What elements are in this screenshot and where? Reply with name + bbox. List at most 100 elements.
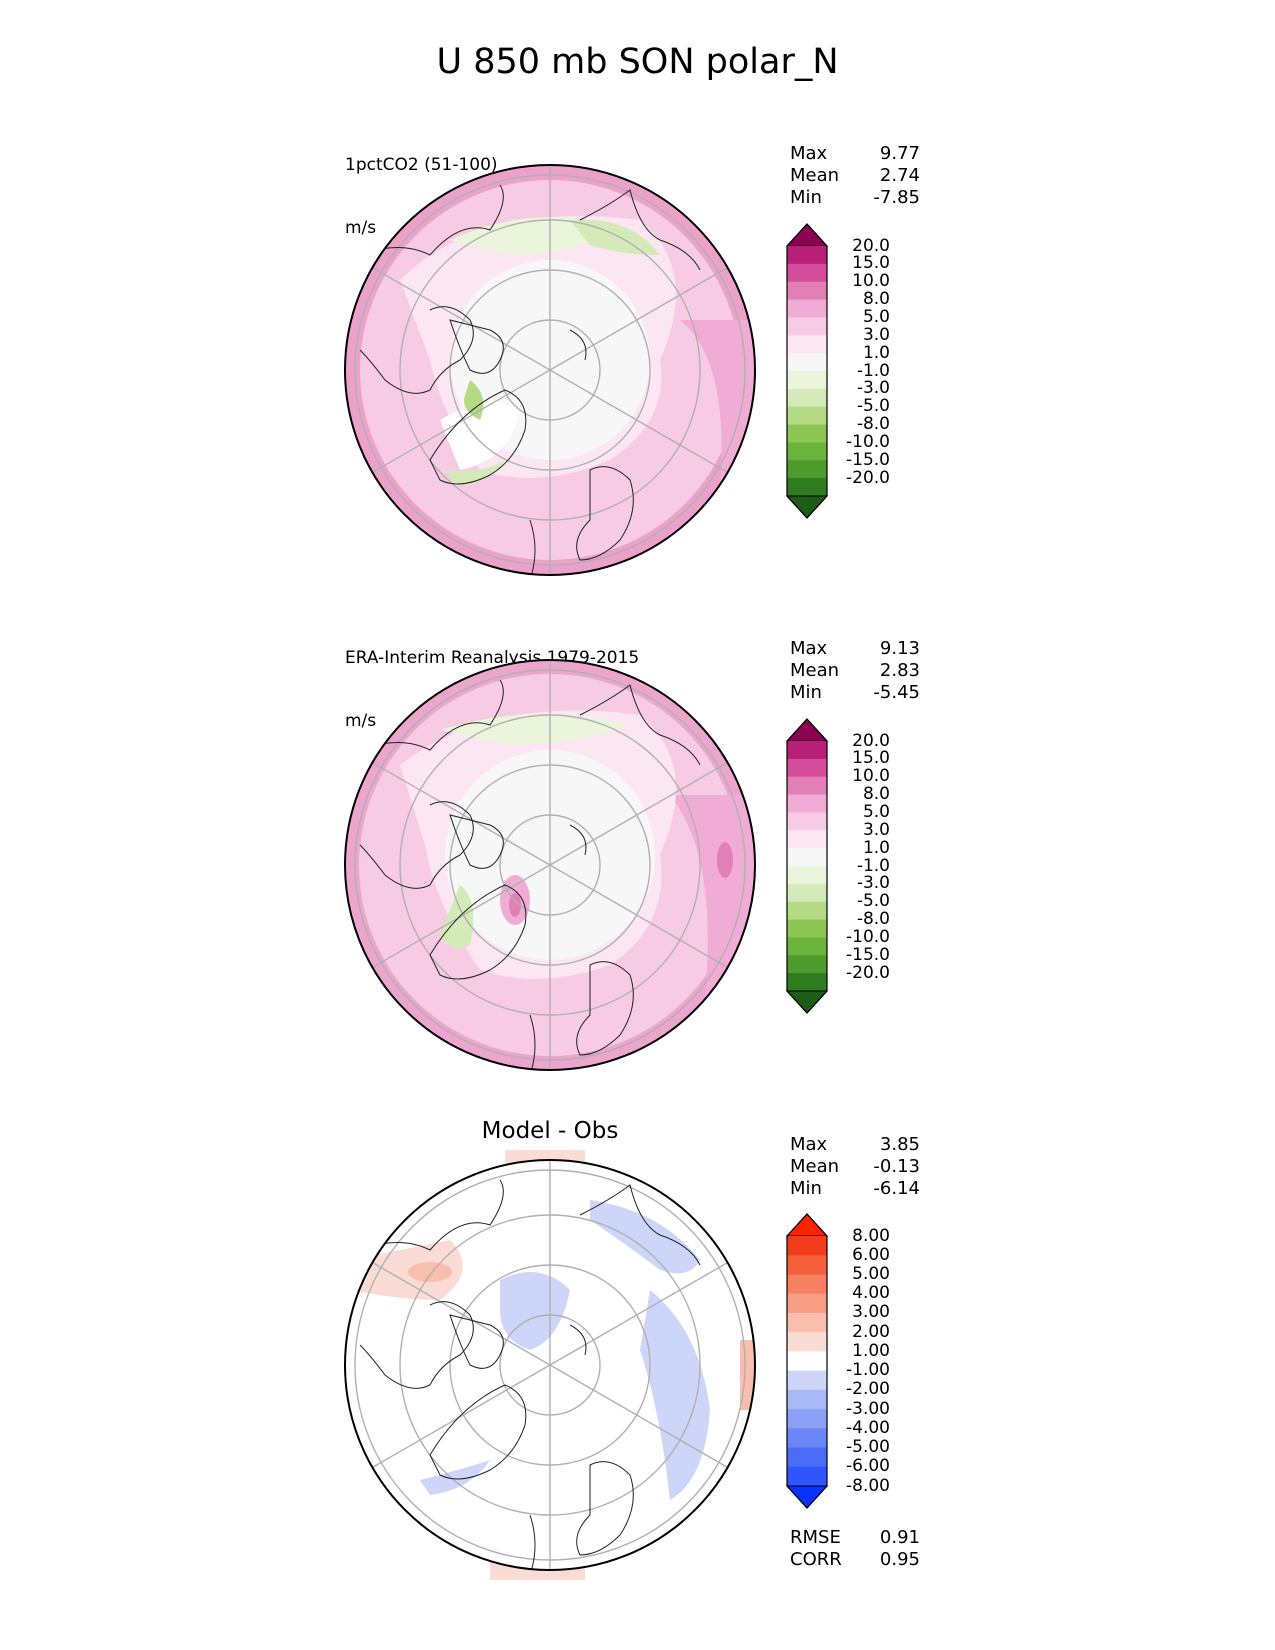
- colorbar-segment: [787, 371, 827, 390]
- colorbar-tick-label: 4.00: [852, 1283, 890, 1304]
- stat-value: -6.14: [873, 1178, 920, 1199]
- colorbar-segment: [787, 1274, 827, 1295]
- colorbar-tick-label: 15.0: [852, 253, 890, 274]
- colorbar-tick-label: 1.0: [862, 342, 890, 363]
- map-1-graticule: [354, 165, 746, 575]
- colorbar-tick-label: -1.0: [856, 855, 890, 876]
- colorbar-extend-bottom: [785, 1485, 829, 1509]
- colorbar-segment: [787, 883, 827, 903]
- colorbar-segment: [787, 758, 827, 778]
- colorbar-tick-label: -20.0: [846, 467, 890, 488]
- stat-value: -0.13: [873, 1156, 920, 1177]
- colorbar-segment: [787, 424, 827, 443]
- map-2-graticule: [354, 660, 746, 1070]
- colorbar-tick-label: -3.0: [856, 873, 890, 894]
- colorbar-segment: [787, 794, 827, 813]
- colorbar-segment: [787, 937, 827, 956]
- map-2-jet-core: [717, 842, 733, 878]
- colorbar-segment: [787, 281, 827, 301]
- stat-label: Max: [790, 638, 828, 659]
- colorbar-outline: [786, 718, 828, 1014]
- panel-1-map: [344, 164, 756, 576]
- stat-label: Max: [790, 143, 828, 164]
- figure-title: U 850 mb SON polar_N: [436, 42, 839, 82]
- colorbar-tick-label: -5.0: [856, 891, 890, 912]
- stat-label: Min: [790, 187, 822, 208]
- stat-row-mean: Mean 2.83: [790, 660, 920, 682]
- colorbar-segment: [787, 406, 827, 426]
- colorbar-tick-label: -15.0: [846, 944, 890, 965]
- colorbar-tick-label: -8.00: [846, 1475, 890, 1496]
- map-2-coastlines: [359, 679, 701, 1070]
- map-1-boundary: [344, 164, 756, 576]
- colorbar-segment: [787, 1351, 827, 1372]
- stat-value: 0.95: [879, 1549, 920, 1570]
- colorbar-segment: [787, 1255, 827, 1275]
- stat-label: Min: [790, 682, 822, 703]
- colorbar-extend-top: [785, 718, 829, 742]
- colorbar-tick-label: 3.0: [862, 819, 890, 840]
- colorbar-tick-label: 3.0: [862, 324, 890, 345]
- colorbar-tick-label: 15.0: [852, 748, 890, 769]
- colorbar-tick-label: -10.0: [846, 926, 890, 947]
- colorbar-tick-label: 20.0: [852, 730, 890, 751]
- colorbar-outline: [786, 1213, 828, 1509]
- colorbar-segment: [787, 388, 827, 408]
- colorbar-tick-label: 10.0: [852, 766, 890, 787]
- map-3-graticule: [354, 1160, 746, 1570]
- colorbar-tick-label: -5.00: [846, 1437, 890, 1458]
- colorbar-segment: [787, 299, 827, 318]
- colorbar-tick-label: -20.0: [846, 962, 890, 983]
- colorbar-segment: [787, 812, 827, 831]
- colorbar-extend-top: [785, 223, 829, 247]
- colorbar-segment: [787, 1389, 827, 1410]
- panel-1-units: m/s: [345, 218, 377, 238]
- panel-1-stats: Max 9.77 Mean 2.74 Min -7.85: [790, 143, 920, 209]
- stat-value: 2.74: [879, 165, 920, 186]
- map-1-greenland-white: [440, 402, 520, 470]
- stat-label: Mean: [790, 165, 840, 186]
- colorbar-tick-label: -8.0: [856, 414, 890, 435]
- colorbar-tick-label: 8.0: [862, 289, 890, 310]
- panel-2-stats: Max 9.13 Mean 2.83 Min -5.45: [790, 638, 920, 704]
- colorbar-segment: [787, 1293, 827, 1314]
- map-3-boundary: [344, 1159, 756, 1571]
- stat-label: Min: [790, 1178, 822, 1199]
- colorbar-segment: [787, 1312, 827, 1333]
- map-2-green-greenland: [440, 885, 474, 949]
- stat-value: -7.85: [873, 187, 920, 208]
- stat-value: 3.85: [879, 1134, 920, 1155]
- colorbar-tick-label: 6.00: [852, 1244, 890, 1265]
- map-3-pos-west: [350, 1240, 463, 1300]
- stat-row-min: Min -7.85: [790, 187, 920, 209]
- colorbar-segment: [787, 1409, 827, 1429]
- colorbar-tick-label: -1.0: [856, 360, 890, 381]
- panel-3-colorbar: [785, 1213, 829, 1509]
- map-3-pos-west-core: [408, 1262, 452, 1282]
- map-3-coastlines: [359, 1179, 701, 1570]
- colorbar-tick-label: -2.00: [846, 1379, 890, 1400]
- stat-value: 9.13: [879, 638, 920, 659]
- stat-value: 2.83: [879, 660, 920, 681]
- panel-2-title-line1: ERA-Interim Reanalysis 1979-2015: [345, 648, 640, 668]
- colorbar-tick-label: 8.0: [862, 784, 890, 805]
- colorbar-segment: [787, 919, 827, 938]
- panel-1-colorbar: [785, 223, 829, 519]
- map-2-boundary: [344, 659, 756, 1071]
- colorbar-segment: [787, 901, 827, 921]
- panel-2-map: [344, 659, 756, 1071]
- panel-1-title: 1pctCO2 (51-100) m/s: [345, 113, 498, 260]
- stat-label: Mean: [790, 660, 840, 681]
- colorbar-tick-label: 1.0: [862, 837, 890, 858]
- colorbar-tick-label: 5.0: [862, 306, 890, 327]
- panel-2-title: ERA-Interim Reanalysis 1979-2015 m/s: [345, 606, 639, 753]
- colorbar-3-segments: [785, 1213, 829, 1509]
- stat-row-min: Min -6.14: [790, 1178, 920, 1200]
- colorbar-segment: [787, 830, 827, 849]
- colorbar-segment: [787, 246, 827, 265]
- map-3-neg-south: [420, 1460, 490, 1495]
- colorbar-tick-label: 8.00: [852, 1225, 890, 1246]
- colorbar-tick-label: -5.0: [856, 396, 890, 417]
- colorbar-segment: [787, 1428, 827, 1449]
- stat-label: CORR: [790, 1549, 842, 1570]
